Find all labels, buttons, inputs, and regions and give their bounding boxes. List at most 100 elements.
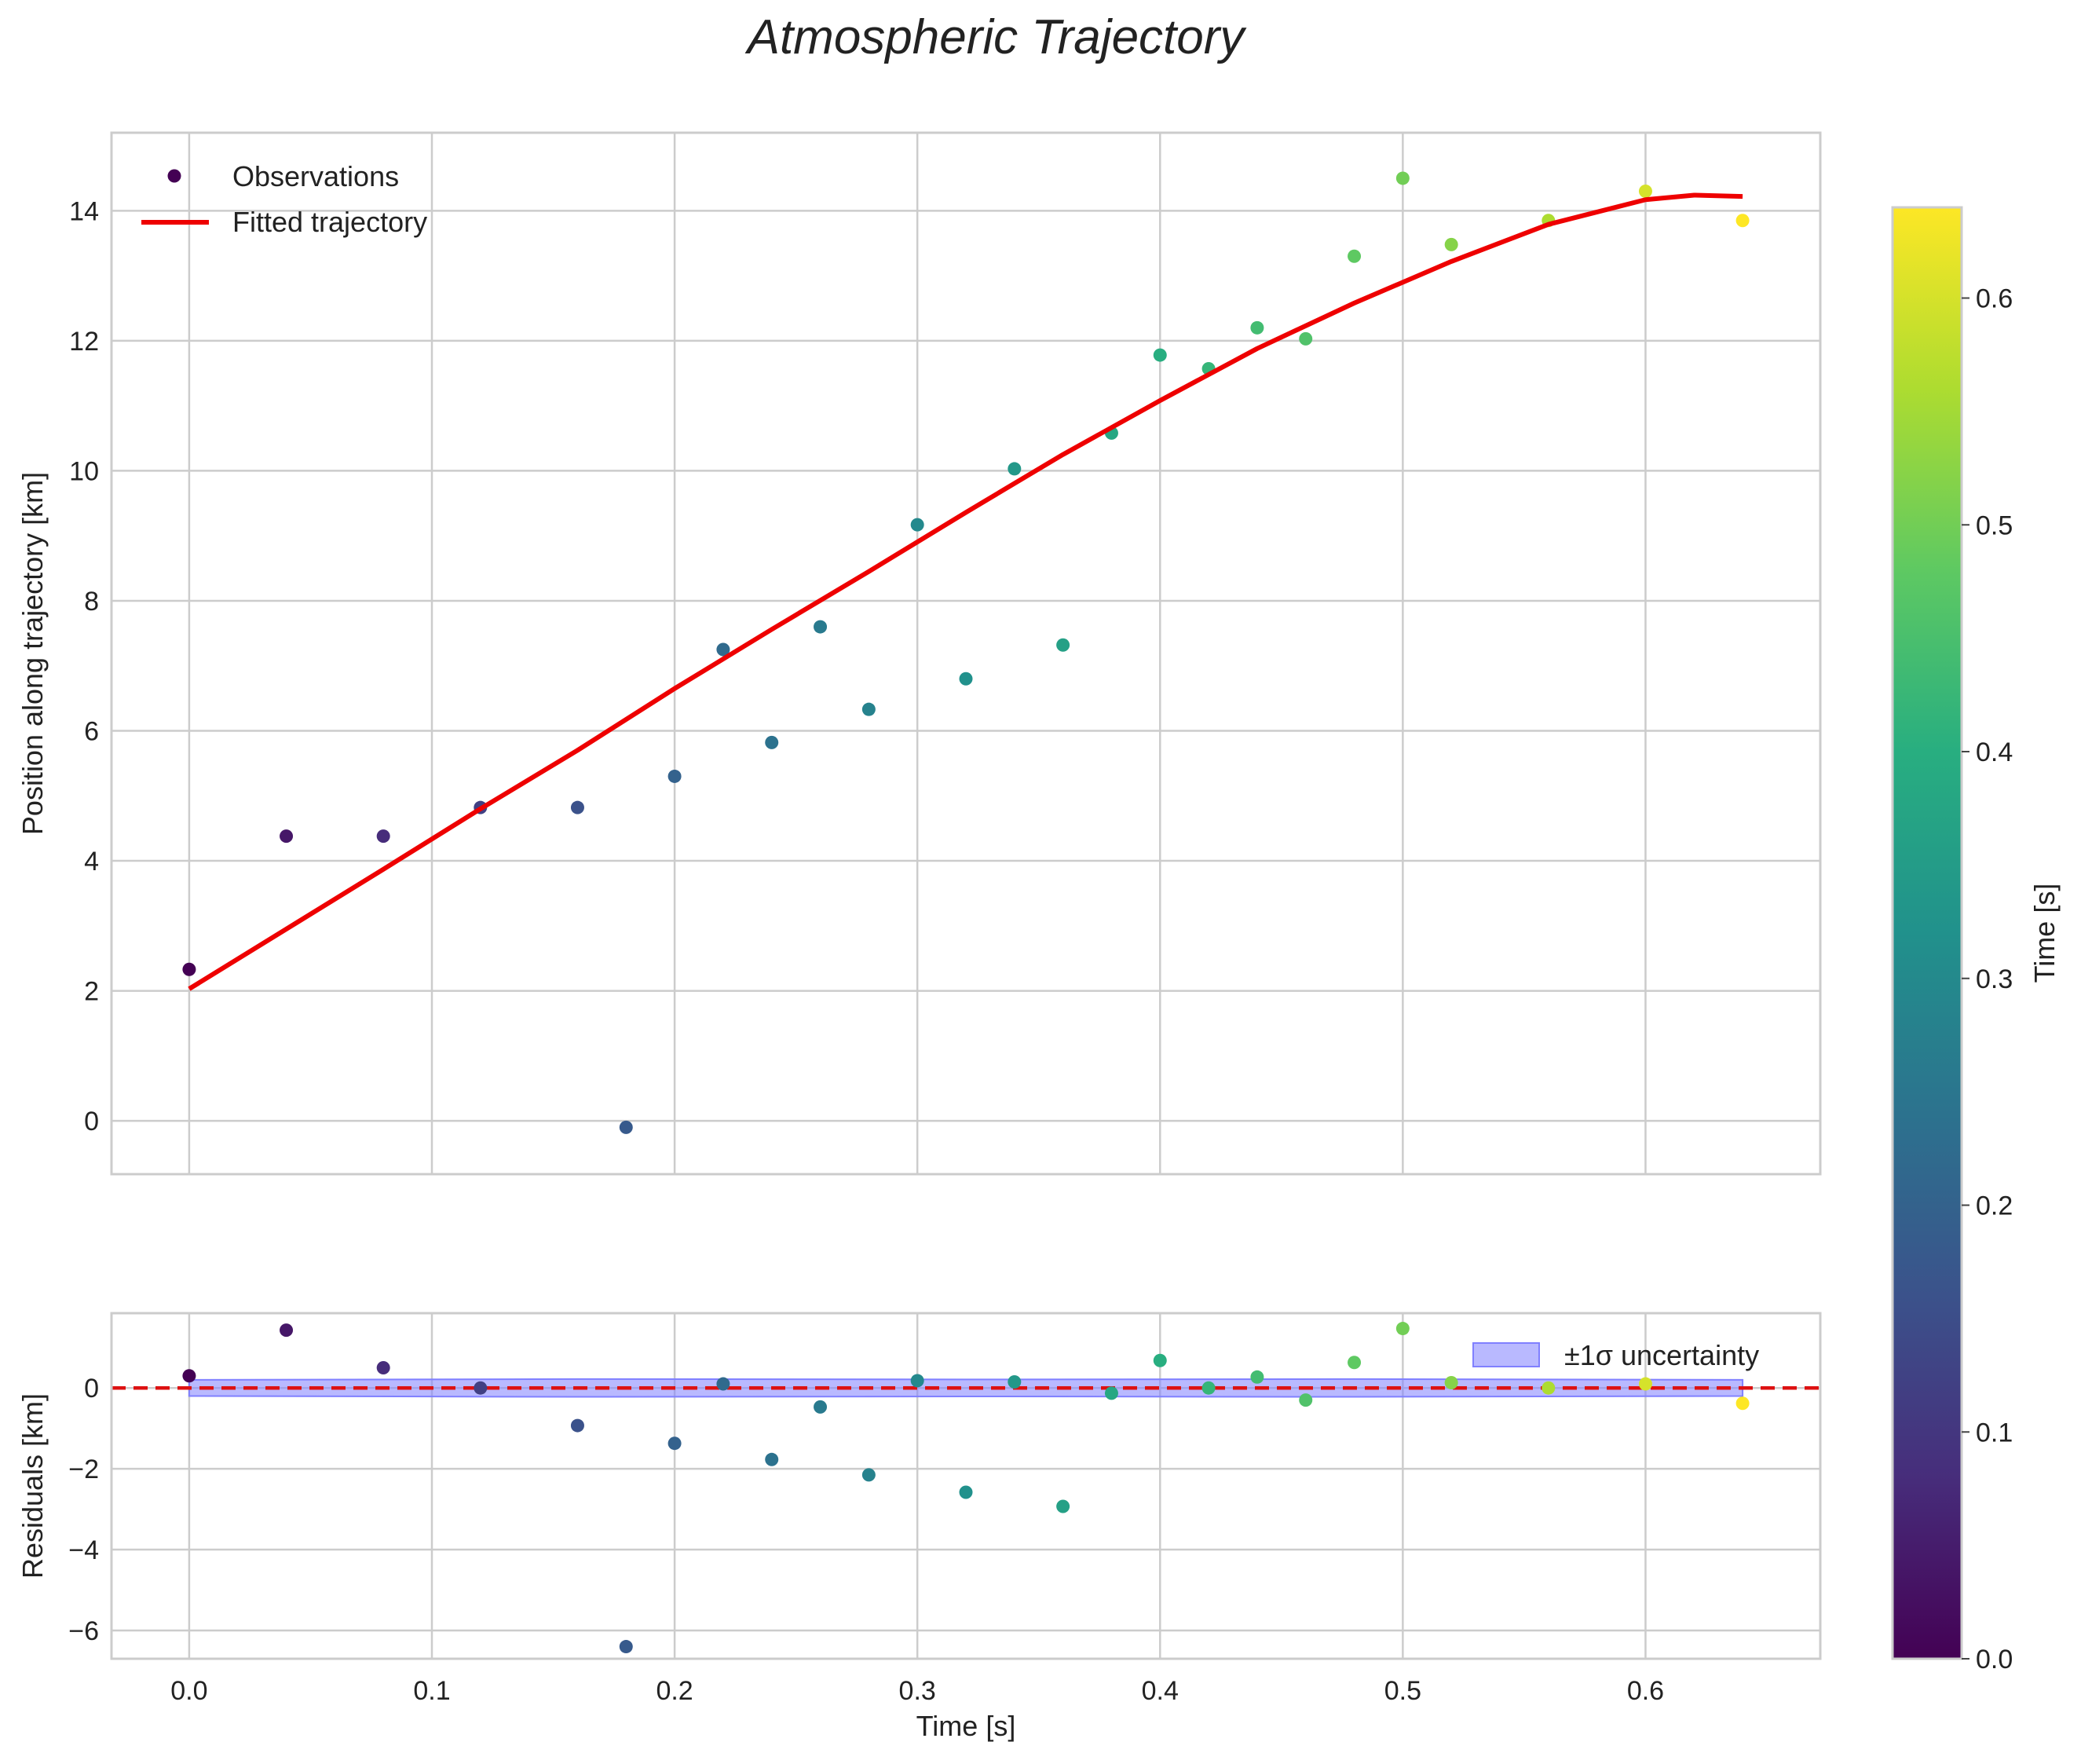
x-tick-label: 0.2 (656, 1676, 693, 1706)
trajectory-y-tick-label: 12 (69, 327, 99, 357)
colorbar-tick-label: 0.5 (1976, 511, 2013, 540)
x-tick-label: 0.3 (899, 1676, 936, 1706)
trajectory-y-ticks: 0 2 4 6 8 10 12 14 (69, 196, 99, 1136)
x-axis-label: Time [s] (916, 1710, 1016, 1742)
trajectory-point (376, 829, 390, 844)
legend-uncertainty-swatch (1472, 1342, 1540, 1367)
residuals-y-ticks: −6 −4 −2 0 (68, 1374, 99, 1646)
figure-title: Atmospheric Trajectory (744, 10, 1248, 64)
residuals-y-tick-label: −4 (68, 1535, 99, 1565)
residuals-point (1299, 1393, 1313, 1407)
residuals-panel: −6 −4 −2 0 0.0 0.1 0.2 0.3 0.4 0.5 0.6 Residuals … (16, 1312, 1822, 1742)
fitted-trajectory-line (188, 192, 1743, 991)
residuals-point (1104, 1386, 1118, 1400)
residuals-point (1638, 1377, 1652, 1391)
trajectory-point (667, 769, 682, 783)
trajectory-point (814, 620, 828, 634)
trajectory-panel: 0 2 4 6 8 10 12 14 Position along trajectory [k… (16, 131, 1822, 1176)
colorbar-label: Time [s] (2028, 884, 2061, 983)
residuals-point (1056, 1499, 1070, 1513)
colorbar-gradient (1891, 206, 1963, 1660)
trajectory-point (570, 800, 584, 814)
residuals-point (716, 1377, 730, 1391)
trajectory-y-tick-label: 14 (69, 196, 99, 226)
trajectory-point (1250, 320, 1264, 335)
legend-uncertainty-label: ±1σ uncertainty (1564, 1339, 1759, 1371)
trajectory-point (280, 829, 294, 844)
trajectory-point (619, 1120, 633, 1134)
residuals-point (182, 1369, 196, 1383)
residuals-y-tick-label: −6 (68, 1616, 99, 1646)
trajectory-point (1395, 171, 1410, 185)
residuals-point (667, 1436, 682, 1451)
residuals-point (280, 1323, 294, 1338)
colorbar-tick-label: 0.1 (1976, 1418, 2013, 1447)
x-tick-label: 0.1 (413, 1676, 450, 1706)
residuals-point (1250, 1370, 1264, 1384)
trajectory-marks (182, 171, 1750, 1134)
trajectory-grid (112, 133, 1820, 1174)
trajectory-legend: Observations Fitted trajectory (141, 160, 427, 238)
residuals-point (376, 1360, 390, 1374)
residuals-point (1735, 1396, 1750, 1411)
trajectory-point (959, 672, 973, 686)
trajectory-y-tick-label: 2 (84, 977, 99, 1007)
residuals-point (1201, 1381, 1216, 1395)
residuals-y-tick-label: 0 (84, 1374, 99, 1404)
trajectory-point (910, 518, 924, 532)
residuals-point (619, 1640, 633, 1654)
trajectory-axes-frame (110, 131, 1822, 1176)
residuals-point (1008, 1374, 1022, 1389)
residuals-point (1542, 1381, 1556, 1395)
trajectory-y-tick-label: 4 (84, 847, 99, 877)
trajectory-point (1153, 348, 1167, 362)
residuals-point (570, 1418, 584, 1433)
trajectory-y-axis-label: Position along trajectory [km] (16, 472, 49, 835)
colorbar-tick-label: 0.0 (1976, 1645, 2013, 1674)
residuals-point (474, 1381, 488, 1395)
legend-observations-marker (167, 169, 181, 183)
residuals-point (1444, 1376, 1458, 1390)
x-tick-label: 0.0 (170, 1676, 207, 1706)
trajectory-point (1008, 462, 1022, 476)
trajectory-y-tick-label: 6 (84, 716, 99, 746)
colorbar-tick-label: 0.6 (1976, 284, 2013, 314)
residuals-point (1153, 1353, 1167, 1367)
colorbar-tick-label: 0.4 (1976, 737, 2013, 767)
uncertainty-band (188, 1378, 1744, 1398)
residuals-axes-frame (110, 1312, 1822, 1660)
trajectory-point (182, 962, 196, 976)
trajectory-point (1638, 184, 1652, 198)
residuals-point (1348, 1356, 1362, 1370)
trajectory-point (1348, 249, 1362, 263)
trajectory-point (1299, 331, 1313, 346)
residuals-y-axis-label: Residuals [km] (16, 1393, 49, 1579)
colorbar-ticks: 0.0 0.1 0.2 0.3 0.4 0.5 0.6 (1962, 284, 2013, 1674)
trajectory-point (765, 735, 779, 749)
trajectory-point (861, 702, 876, 716)
trajectory-point (1056, 638, 1070, 652)
residuals-x-ticks: 0.0 0.1 0.2 0.3 0.4 0.5 0.6 (170, 1676, 1664, 1706)
colorbar-tick-label: 0.2 (1976, 1191, 2013, 1221)
trajectory-y-tick-label: 10 (69, 456, 99, 486)
residuals-point (814, 1400, 828, 1414)
legend-fitted-label: Fitted trajectory (232, 206, 427, 238)
residuals-point (959, 1485, 973, 1499)
residuals-point (861, 1468, 876, 1482)
residuals-point (910, 1374, 924, 1388)
colorbar-tick-label: 0.3 (1976, 964, 2013, 994)
colorbar: 0.0 0.1 0.2 0.3 0.4 0.5 0.6 Time [s] (1891, 206, 2061, 1674)
residuals-legend: ±1σ uncertainty (1472, 1339, 1759, 1371)
trajectory-point (1444, 237, 1458, 251)
residuals-point (1395, 1322, 1410, 1336)
trajectory-point (716, 642, 730, 657)
residuals-point (765, 1452, 779, 1466)
trajectory-point (1735, 214, 1750, 228)
x-tick-label: 0.6 (1627, 1676, 1664, 1706)
x-tick-label: 0.5 (1384, 1676, 1421, 1706)
trajectory-y-tick-label: 8 (84, 587, 99, 617)
x-tick-label: 0.4 (1142, 1676, 1179, 1706)
legend-observations-label: Observations (232, 160, 399, 192)
residuals-y-tick-label: −2 (68, 1455, 99, 1484)
